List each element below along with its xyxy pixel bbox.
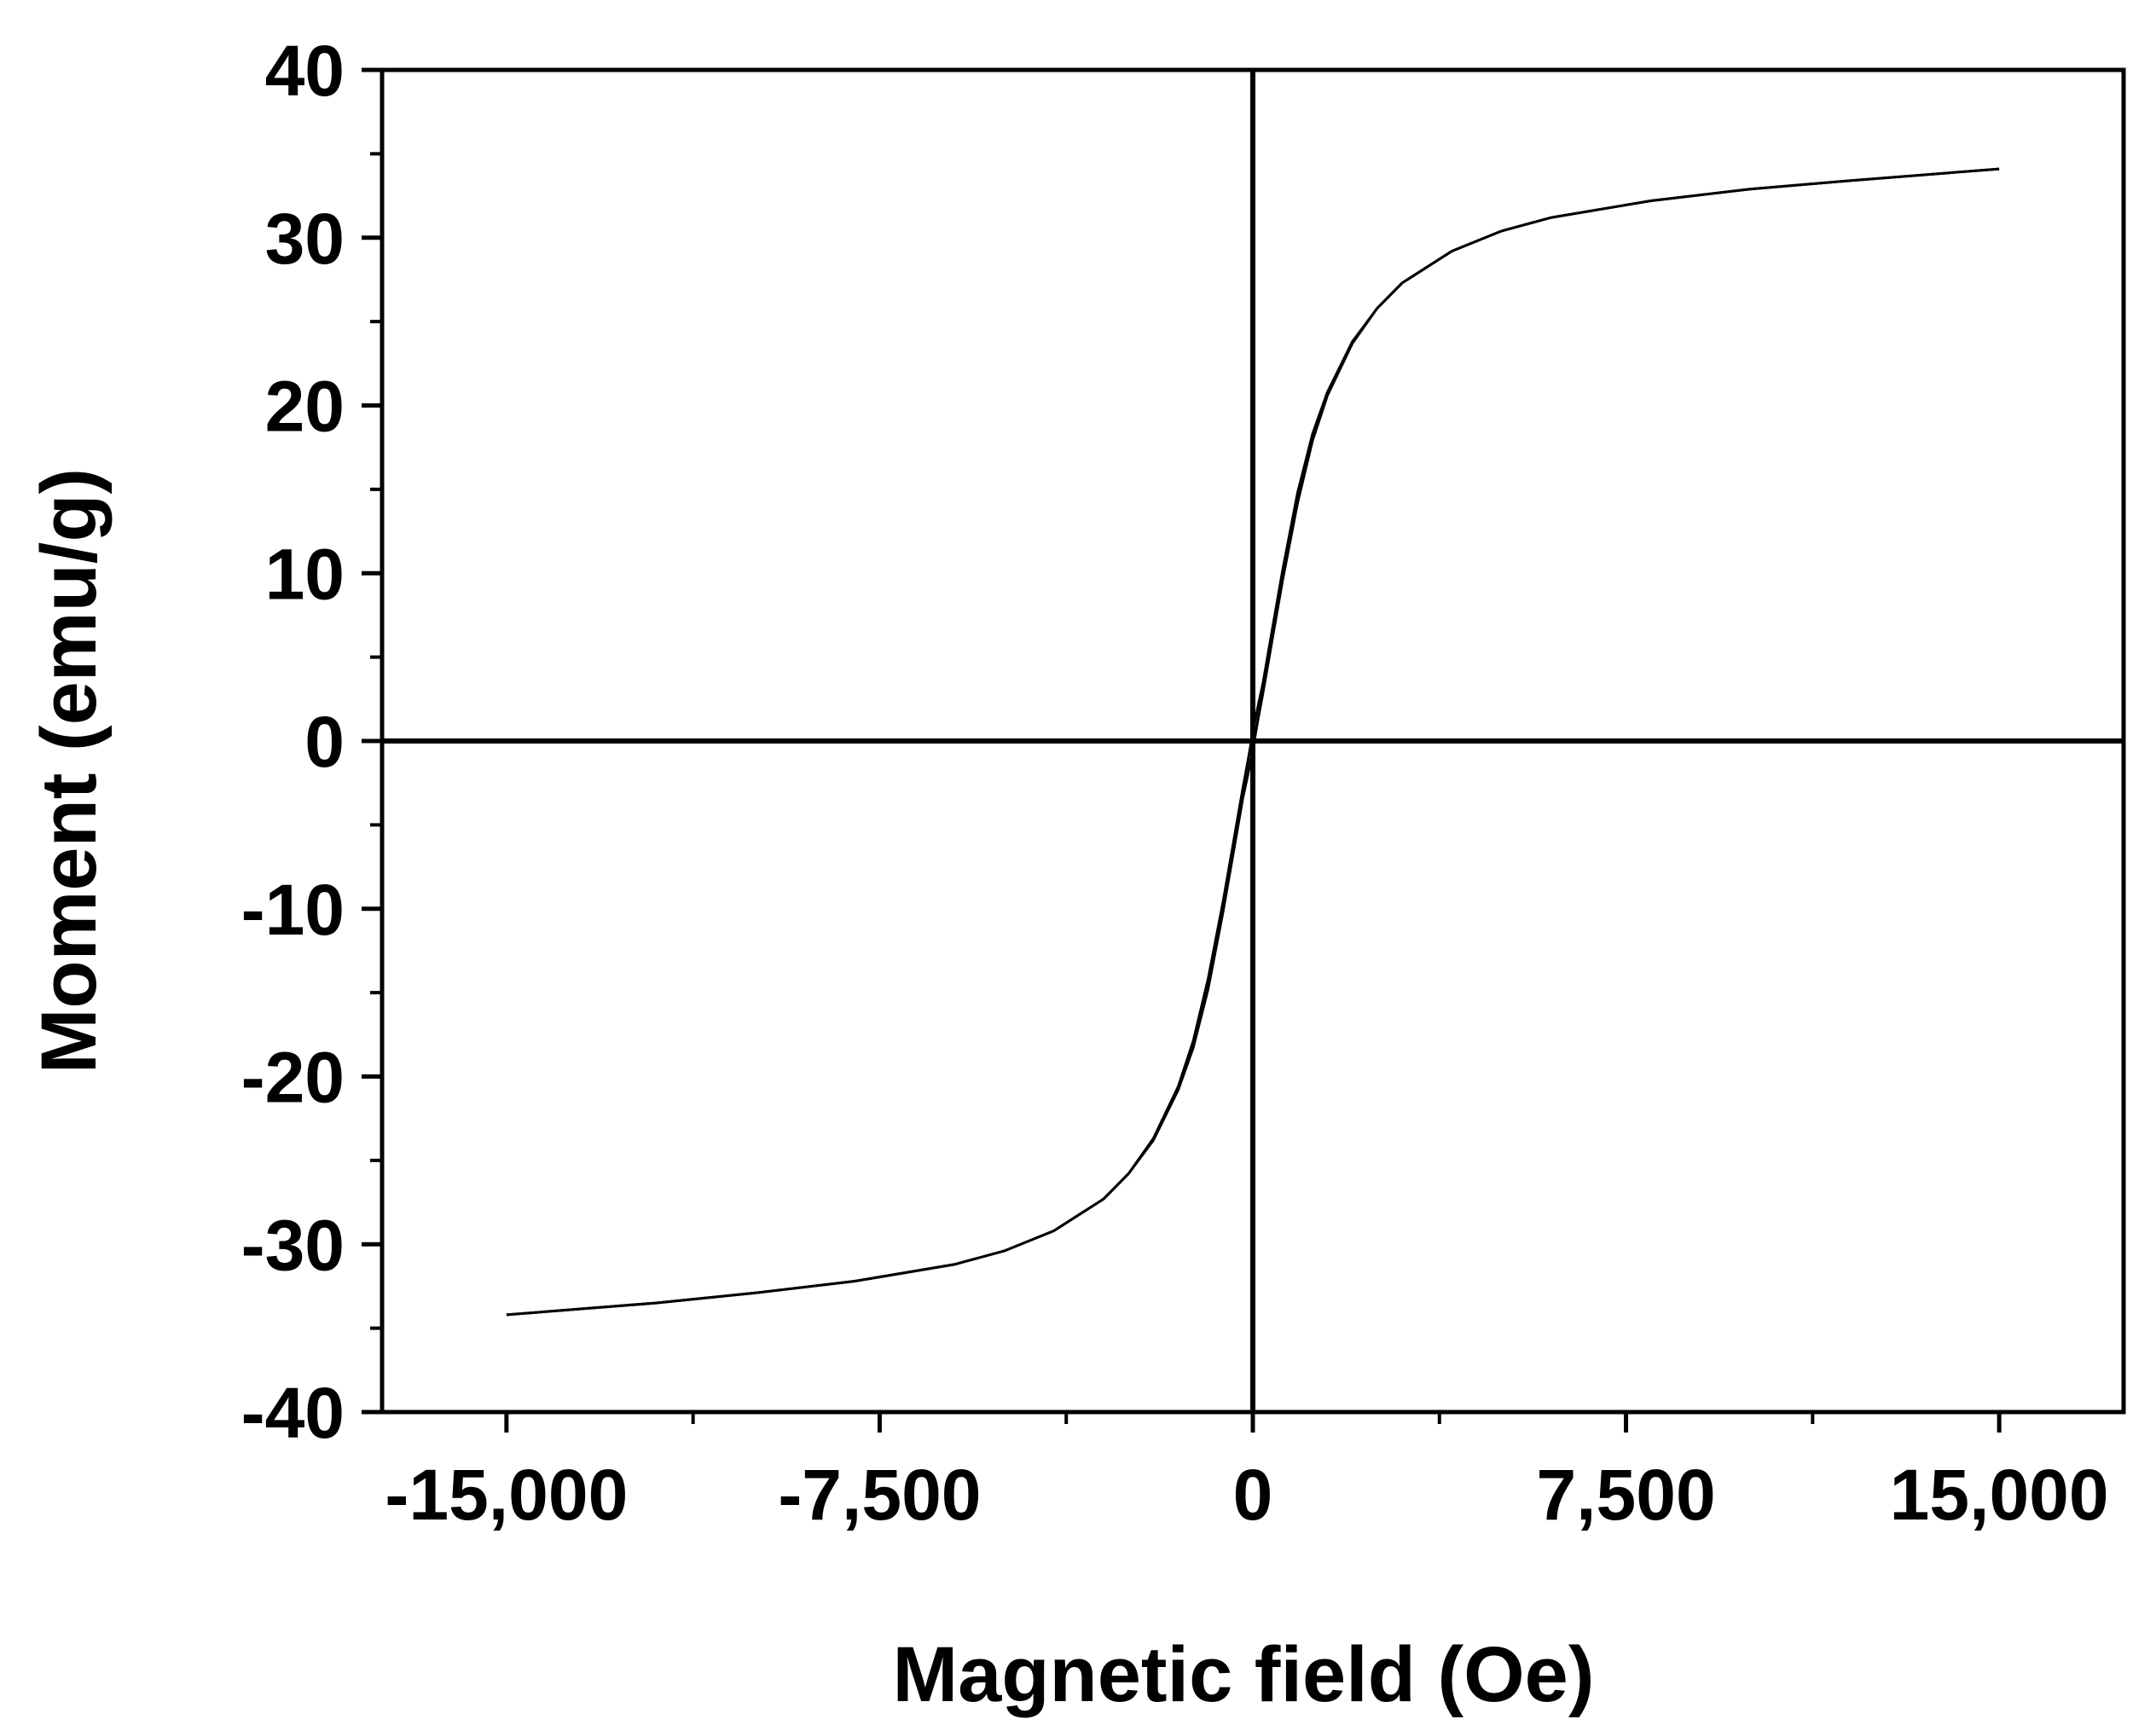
y-tick-label: -40 [241,1373,345,1453]
y-tick-label: 0 [304,702,345,782]
y-axis: -40 -30 -20 -10 0 10 20 30 40 [241,31,382,1453]
y-tick-label: -30 [241,1205,345,1285]
y-tick-label: -20 [241,1038,345,1118]
x-tick-label: -7,500 [778,1455,981,1535]
x-axis-title: Magnetic field (Oe) [893,1631,1595,1718]
y-axis-title: Moment (emu/g) [26,468,113,1074]
x-tick-label: 0 [1233,1455,1273,1535]
series-line-2 [506,167,2000,1317]
x-axis: -15,000 -7,500 0 7,500 15,000 [385,1412,2109,1535]
y-tick-label: -10 [241,870,345,950]
zero-lines [382,70,2124,1412]
y-tick-label: 30 [265,199,345,279]
x-tick-label: 15,000 [1890,1455,2109,1535]
series-group [506,167,2000,1317]
y-tick-label: 10 [265,534,345,614]
x-tick-label: -15,000 [385,1455,628,1535]
y-tick-label: 40 [265,31,345,111]
y-tick-label: 20 [265,367,345,447]
x-tick-label: 7,500 [1536,1455,1715,1535]
